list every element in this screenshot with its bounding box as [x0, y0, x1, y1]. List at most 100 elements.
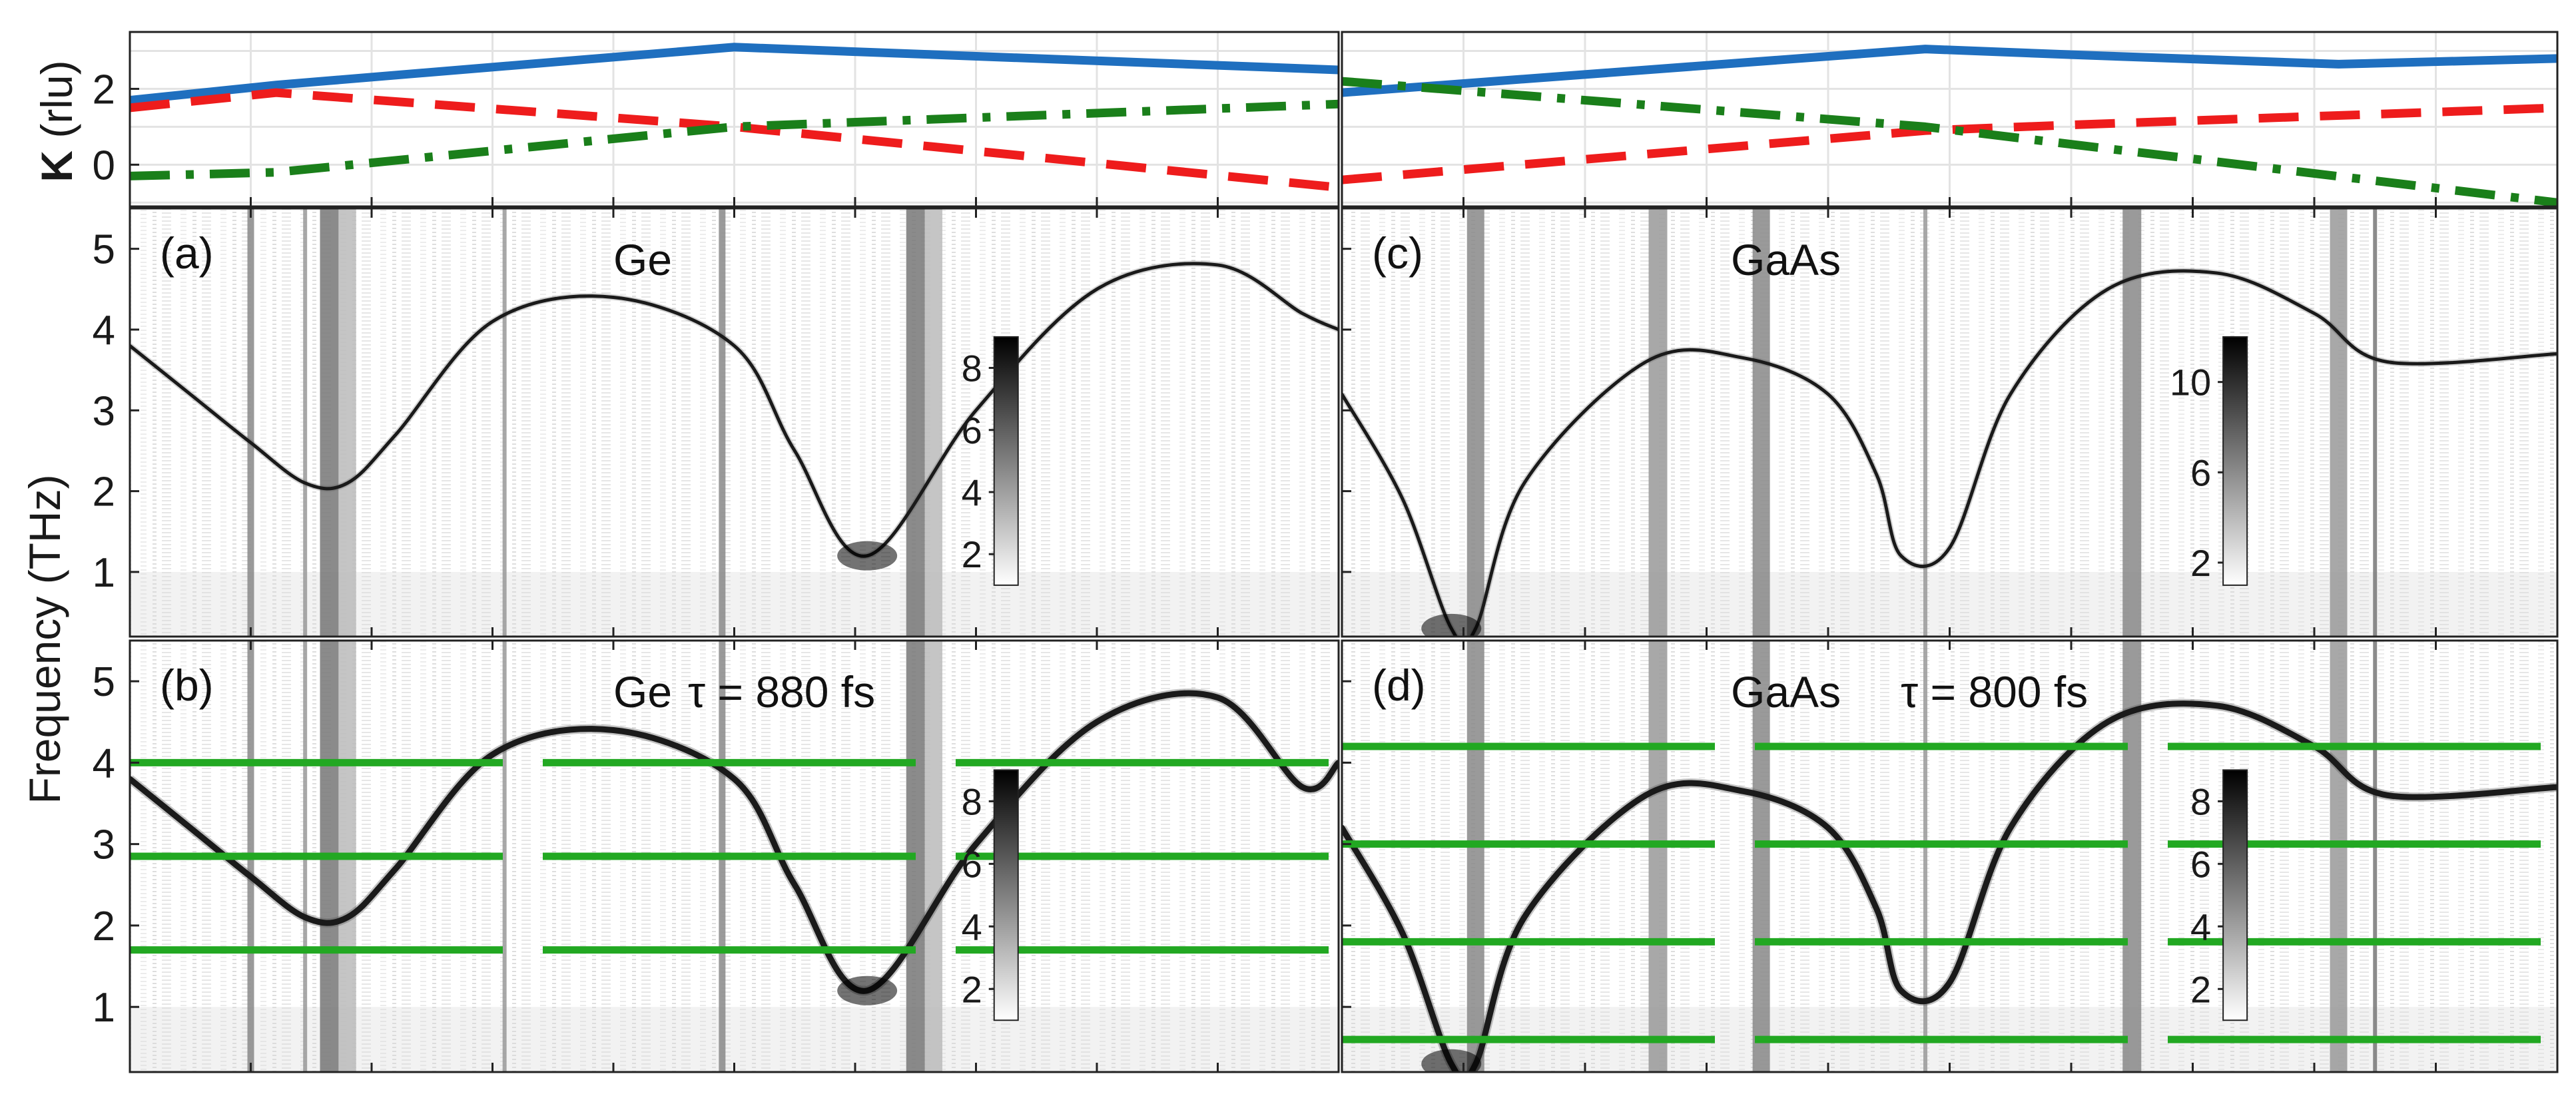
- k-series-group: [130, 43, 1339, 192]
- artifact-stripe: [1466, 208, 1484, 637]
- panel-title: Ge τ = 880 fs: [613, 667, 875, 716]
- dispersion-curve: [130, 690, 1339, 994]
- colorbar-gradient: [993, 769, 1019, 1021]
- y-tick-label: 1: [93, 550, 115, 596]
- panel-c: (c) GaAs 2 6 10: [1341, 207, 2559, 638]
- colorbar-tick-label: 6: [962, 410, 982, 451]
- y-tick-label: 1: [93, 985, 115, 1031]
- artifact-stripe: [502, 641, 507, 1072]
- artifact-stripe: [1923, 641, 1927, 1072]
- heatmap-content: [1342, 641, 2557, 1072]
- heatmap-content: [130, 208, 1339, 637]
- y-tick-label: 3: [93, 388, 115, 434]
- dispersion-curve: [130, 262, 1339, 558]
- colorbar: 2 4 6 8: [2190, 769, 2248, 1021]
- low-frequency-noise-band: [130, 571, 1339, 637]
- k-series-dashdot-line: [1342, 77, 2557, 206]
- artifact-stripe: [924, 641, 942, 1072]
- artifact-stripe: [2122, 208, 2142, 637]
- artifact-stripe: [2373, 208, 2378, 637]
- panel-title: GaAs τ = 800 fs: [1731, 667, 2088, 716]
- panel-label: (c): [1372, 228, 1423, 278]
- k-panel-right: [1341, 31, 2559, 208]
- colorbar-tick-label: 6: [962, 843, 982, 885]
- artifact-stripe: [906, 208, 925, 637]
- heatmap-background: [1342, 641, 2557, 1072]
- y-tick-label: 4: [93, 308, 115, 354]
- intensity-hotspot: [837, 541, 898, 571]
- colorbar-gradient: [993, 336, 1019, 586]
- artifact-stripe: [2330, 641, 2348, 1072]
- k-axis-unit: (rlu): [32, 60, 81, 150]
- artifact-stripe: [2330, 208, 2348, 637]
- artifact-stripe: [1923, 208, 1927, 637]
- colorbar-tick-label: 4: [962, 471, 982, 513]
- panel-tau: τ = 880 fs: [688, 667, 875, 716]
- panel-tau: τ = 800 fs: [1901, 667, 2088, 716]
- heatmap-content: [1342, 208, 2557, 637]
- heatmap-content: [130, 641, 1339, 1072]
- artifact-stripe: [2373, 641, 2378, 1072]
- low-frequency-noise-band: [130, 1007, 1339, 1072]
- colorbar-gradient: [2222, 336, 2248, 586]
- k-axis-symbol: K: [32, 150, 81, 182]
- y-tick-label: 5: [93, 227, 115, 273]
- colorbar: 2 4 6 8: [962, 769, 1019, 1021]
- k-series-solid-line: [1342, 45, 2557, 97]
- artifact-stripe: [247, 208, 254, 637]
- intensity-hotspot: [1421, 613, 1482, 637]
- frequency-axis-title: Frequency (THz): [20, 474, 69, 804]
- artifact-stripe: [1648, 641, 1668, 1072]
- panel-label: (a): [160, 228, 214, 278]
- colorbar-tick-label: 2: [2190, 542, 2211, 584]
- colorbar-gradient: [2222, 769, 2248, 1021]
- artifact-stripe: [719, 208, 726, 637]
- artifact-stripe: [1648, 208, 1668, 637]
- y-tick-label: 2: [93, 904, 115, 950]
- reference-lines: [1342, 742, 2557, 1043]
- k-series-group: [1342, 45, 2557, 206]
- panel-title: Ge: [613, 235, 672, 284]
- k-series-dashdot-line: [130, 99, 1339, 180]
- k-panel-left: 02: [93, 31, 1340, 208]
- colorbar-tick-label: 8: [962, 780, 982, 822]
- artifact-stripe: [320, 208, 339, 637]
- colorbar-tick-label: 2: [2190, 968, 2211, 1010]
- colorbar-tick-label: 8: [2190, 780, 2211, 822]
- y-tick-label: 2: [93, 469, 115, 515]
- panel-d: (d) GaAs τ = 800 fs 2 4 6 8: [1341, 639, 2559, 1073]
- dispersion-curve: [1342, 269, 2557, 637]
- intensity-hotspot: [837, 975, 898, 1005]
- dispersion-curve: [1342, 700, 2557, 1072]
- artifact-stripe: [1752, 208, 1770, 637]
- artifact-stripe: [1752, 641, 1770, 1072]
- k-series-solid-line: [130, 43, 1339, 105]
- artifact-stripe: [303, 208, 308, 637]
- intensity-hotspot: [1421, 1049, 1482, 1072]
- colorbar-tick-label: 2: [962, 968, 982, 1010]
- k-ytick-label: 0: [93, 142, 115, 188]
- colorbar-tick-label: 4: [2190, 906, 2211, 948]
- panel-title: GaAs: [1731, 235, 1841, 284]
- y-tick-label: 3: [93, 822, 115, 868]
- panel-label: (d): [1372, 661, 1426, 710]
- colorbar-tick-label: 2: [962, 533, 982, 575]
- panel-a: 1 2 3 4 5 (a) Ge 2 4 6 8: [93, 207, 1340, 638]
- heatmap-background: [1342, 208, 2557, 637]
- y-tick-label: 4: [93, 740, 115, 786]
- artifact-stripe: [502, 208, 507, 637]
- colorbar-tick-label: 10: [2170, 362, 2211, 404]
- colorbar-tick-label: 6: [2190, 843, 2211, 885]
- artifact-stripe: [924, 208, 942, 637]
- colorbar: 2 4 6 8: [962, 336, 1019, 586]
- k-ytick-label: 2: [93, 67, 115, 113]
- colorbar-tick-label: 6: [2190, 451, 2211, 493]
- artifact-stripe: [1466, 641, 1484, 1072]
- colorbar: 2 6 10: [2170, 336, 2248, 586]
- low-frequency-noise-band: [1342, 571, 2557, 637]
- reference-lines: [130, 758, 1339, 954]
- panel-b: 1 2 3 4 5 (b) Ge τ = 880 fs 2 4 6 8: [93, 639, 1340, 1073]
- k-axis-title: K (rlu): [32, 60, 81, 182]
- colorbar-tick-label: 4: [962, 906, 982, 948]
